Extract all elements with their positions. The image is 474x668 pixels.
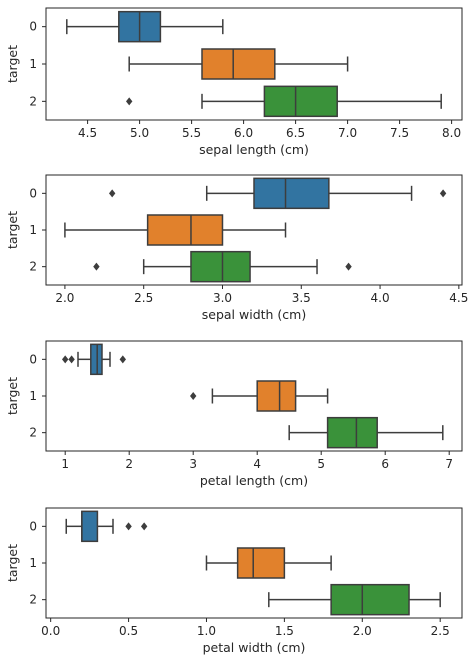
box-1-0: [108, 177, 447, 210]
outlier-point: [125, 522, 132, 531]
x-tick-label: 2.5: [431, 624, 450, 638]
x-axis-label: sepal length (cm): [199, 142, 309, 157]
y-tick-label: 1: [29, 223, 37, 237]
x-tick-label: 5.0: [130, 126, 149, 140]
y-axis-label: target: [5, 45, 20, 83]
outlier-point: [93, 262, 100, 271]
x-tick-label: 6: [381, 457, 389, 471]
y-tick-label: 2: [29, 260, 37, 274]
x-tick-label: 4: [253, 457, 261, 471]
subplot-petal-length: 1 2 3 4 5 6 7 0 1 2 petal length (cm) target: [5, 340, 463, 488]
x-tick-label: 2.0: [55, 291, 74, 305]
x-tick-label: 7.5: [390, 126, 409, 140]
x-tick-label: 7.0: [338, 126, 357, 140]
y-tick-label: 2: [29, 426, 37, 440]
box-2-2: [288, 416, 444, 449]
x-tick-label: 3: [189, 457, 197, 471]
x-tick-label: 8.0: [442, 126, 461, 140]
box-3-2: [268, 583, 441, 616]
iqr-box: [263, 85, 338, 118]
box-3-1: [205, 547, 332, 579]
iqr-box: [326, 416, 378, 449]
iqr-box: [236, 547, 286, 579]
x-tick-label: 6.5: [286, 126, 305, 140]
outlier-point: [190, 392, 197, 400]
x-tick-label: 2.5: [134, 291, 153, 305]
iqr-box: [81, 510, 99, 543]
subplot-sepal-width: 2.0 2.5 3.0 3.5 4.0 4.5 0 1 2 sepal width (cm) tar…: [5, 174, 468, 322]
subplot-sepal-length: 4.5 5.0 5.5 6.0 6.5 7.0 7.5 8.0 0 1 2 sepal length …: [5, 7, 463, 157]
iqr-box: [330, 583, 410, 616]
x-tick-label: 7: [445, 457, 453, 471]
y-axis-label: target: [5, 544, 20, 582]
subplot-petal-width: 0.0 0.5 1.0 1.5 2.0 2.5 0 1 2 petal width (cm) tar…: [5, 507, 463, 655]
box-0-0: [66, 10, 224, 43]
x-tick-label: 6.0: [234, 126, 253, 140]
y-tick-label: 2: [29, 94, 37, 108]
x-tick-label: 4.5: [78, 126, 97, 140]
outlier-point: [140, 522, 148, 531]
box-2-1: [190, 380, 329, 412]
box-1-2: [93, 250, 352, 283]
x-tick-label: 4.5: [449, 291, 468, 305]
y-axis-label: target: [5, 377, 20, 415]
outlier-point: [108, 189, 116, 198]
box-0-2: [126, 85, 442, 118]
y-tick-label: 0: [29, 20, 37, 34]
box-0-1: [128, 48, 349, 80]
x-tick-label: 1: [61, 457, 69, 471]
x-tick-label: 2: [125, 457, 133, 471]
x-tick-label: 5: [317, 457, 325, 471]
x-tick-label: 3.5: [292, 291, 311, 305]
iqr-box: [190, 250, 251, 283]
box-1-1: [64, 214, 287, 246]
y-tick-label: 1: [29, 556, 37, 570]
outlier-point: [62, 355, 69, 364]
iqr-box: [90, 343, 103, 376]
outlier-point: [68, 355, 75, 364]
outlier-point: [439, 189, 447, 198]
box-2-0: [62, 343, 126, 376]
x-axis-label: sepal width (cm): [202, 307, 306, 322]
y-axis-label: target: [5, 211, 20, 249]
y-tick-label: 1: [29, 389, 37, 403]
x-tick-label: 0.5: [119, 624, 138, 638]
x-tick-label: 1.0: [197, 624, 216, 638]
outlier-point: [126, 97, 133, 106]
x-axis-label: petal length (cm): [200, 473, 308, 488]
x-axis-label: petal width (cm): [203, 640, 306, 655]
x-tick-label: 0.0: [41, 624, 60, 638]
x-tick-label: 3.0: [213, 291, 232, 305]
y-tick-label: 0: [29, 352, 37, 366]
x-tick-label: 5.5: [182, 126, 201, 140]
y-tick-label: 2: [29, 593, 37, 607]
x-tick-label: 4.0: [371, 291, 390, 305]
box-3-0: [65, 510, 148, 543]
iqr-box: [146, 214, 224, 246]
x-tick-label: 2.0: [353, 624, 372, 638]
outlier-point: [345, 262, 352, 271]
iqr-box: [253, 177, 330, 210]
x-tick-label: 1.5: [275, 624, 294, 638]
y-tick-label: 0: [29, 186, 37, 200]
iqr-box: [256, 380, 297, 412]
iqr-box: [201, 48, 276, 80]
outlier-point: [119, 355, 126, 364]
y-tick-label: 1: [29, 57, 37, 71]
y-tick-label: 0: [29, 519, 37, 533]
